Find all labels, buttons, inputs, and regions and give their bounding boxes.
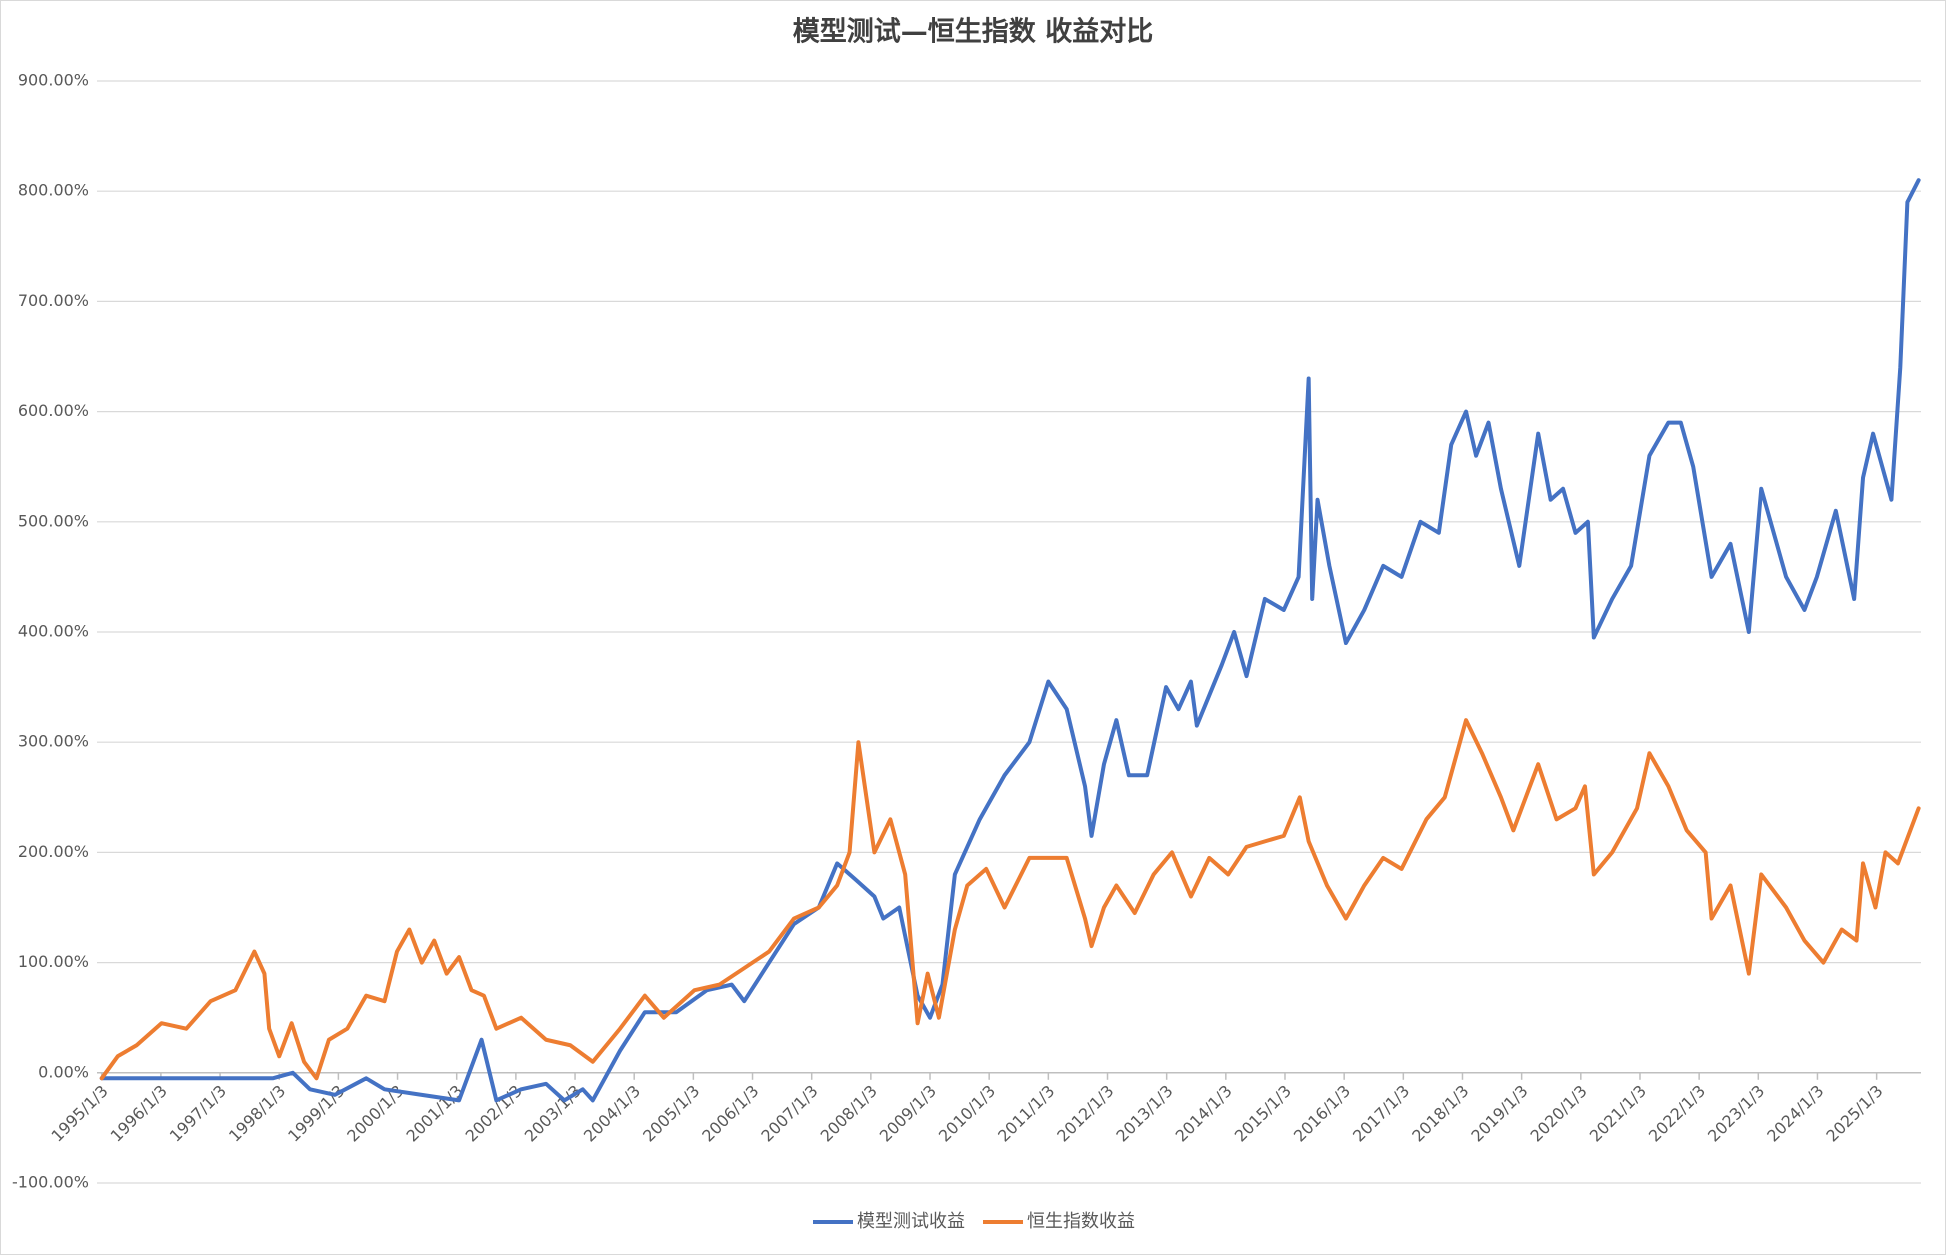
y-tick-label: 400.00%	[18, 622, 89, 641]
legend-label: 模型测试收益	[857, 1211, 965, 1232]
y-tick-label: 300.00%	[18, 732, 89, 751]
y-tick-label: 0.00%	[38, 1062, 89, 1081]
legend-item: 模型测试收益	[813, 1211, 965, 1232]
series-line	[99, 718, 1921, 1081]
y-tick-label: 100.00%	[18, 952, 89, 971]
y-tick-label: 900.00%	[18, 71, 89, 90]
series-line	[99, 178, 1921, 1103]
y-tick-label: 600.00%	[18, 401, 89, 420]
y-tick-label: 700.00%	[18, 291, 89, 310]
y-tick-label: 500.00%	[18, 511, 89, 530]
legend-label: 恒生指数收益	[1027, 1211, 1135, 1232]
y-tick-label: 200.00%	[18, 842, 89, 861]
chart-title: 模型测试—恒生指数 收益对比	[793, 17, 1153, 48]
y-tick-label: -100.00%	[12, 1173, 89, 1192]
legend-item: 恒生指数收益	[983, 1211, 1135, 1232]
y-tick-label: 800.00%	[18, 181, 89, 200]
